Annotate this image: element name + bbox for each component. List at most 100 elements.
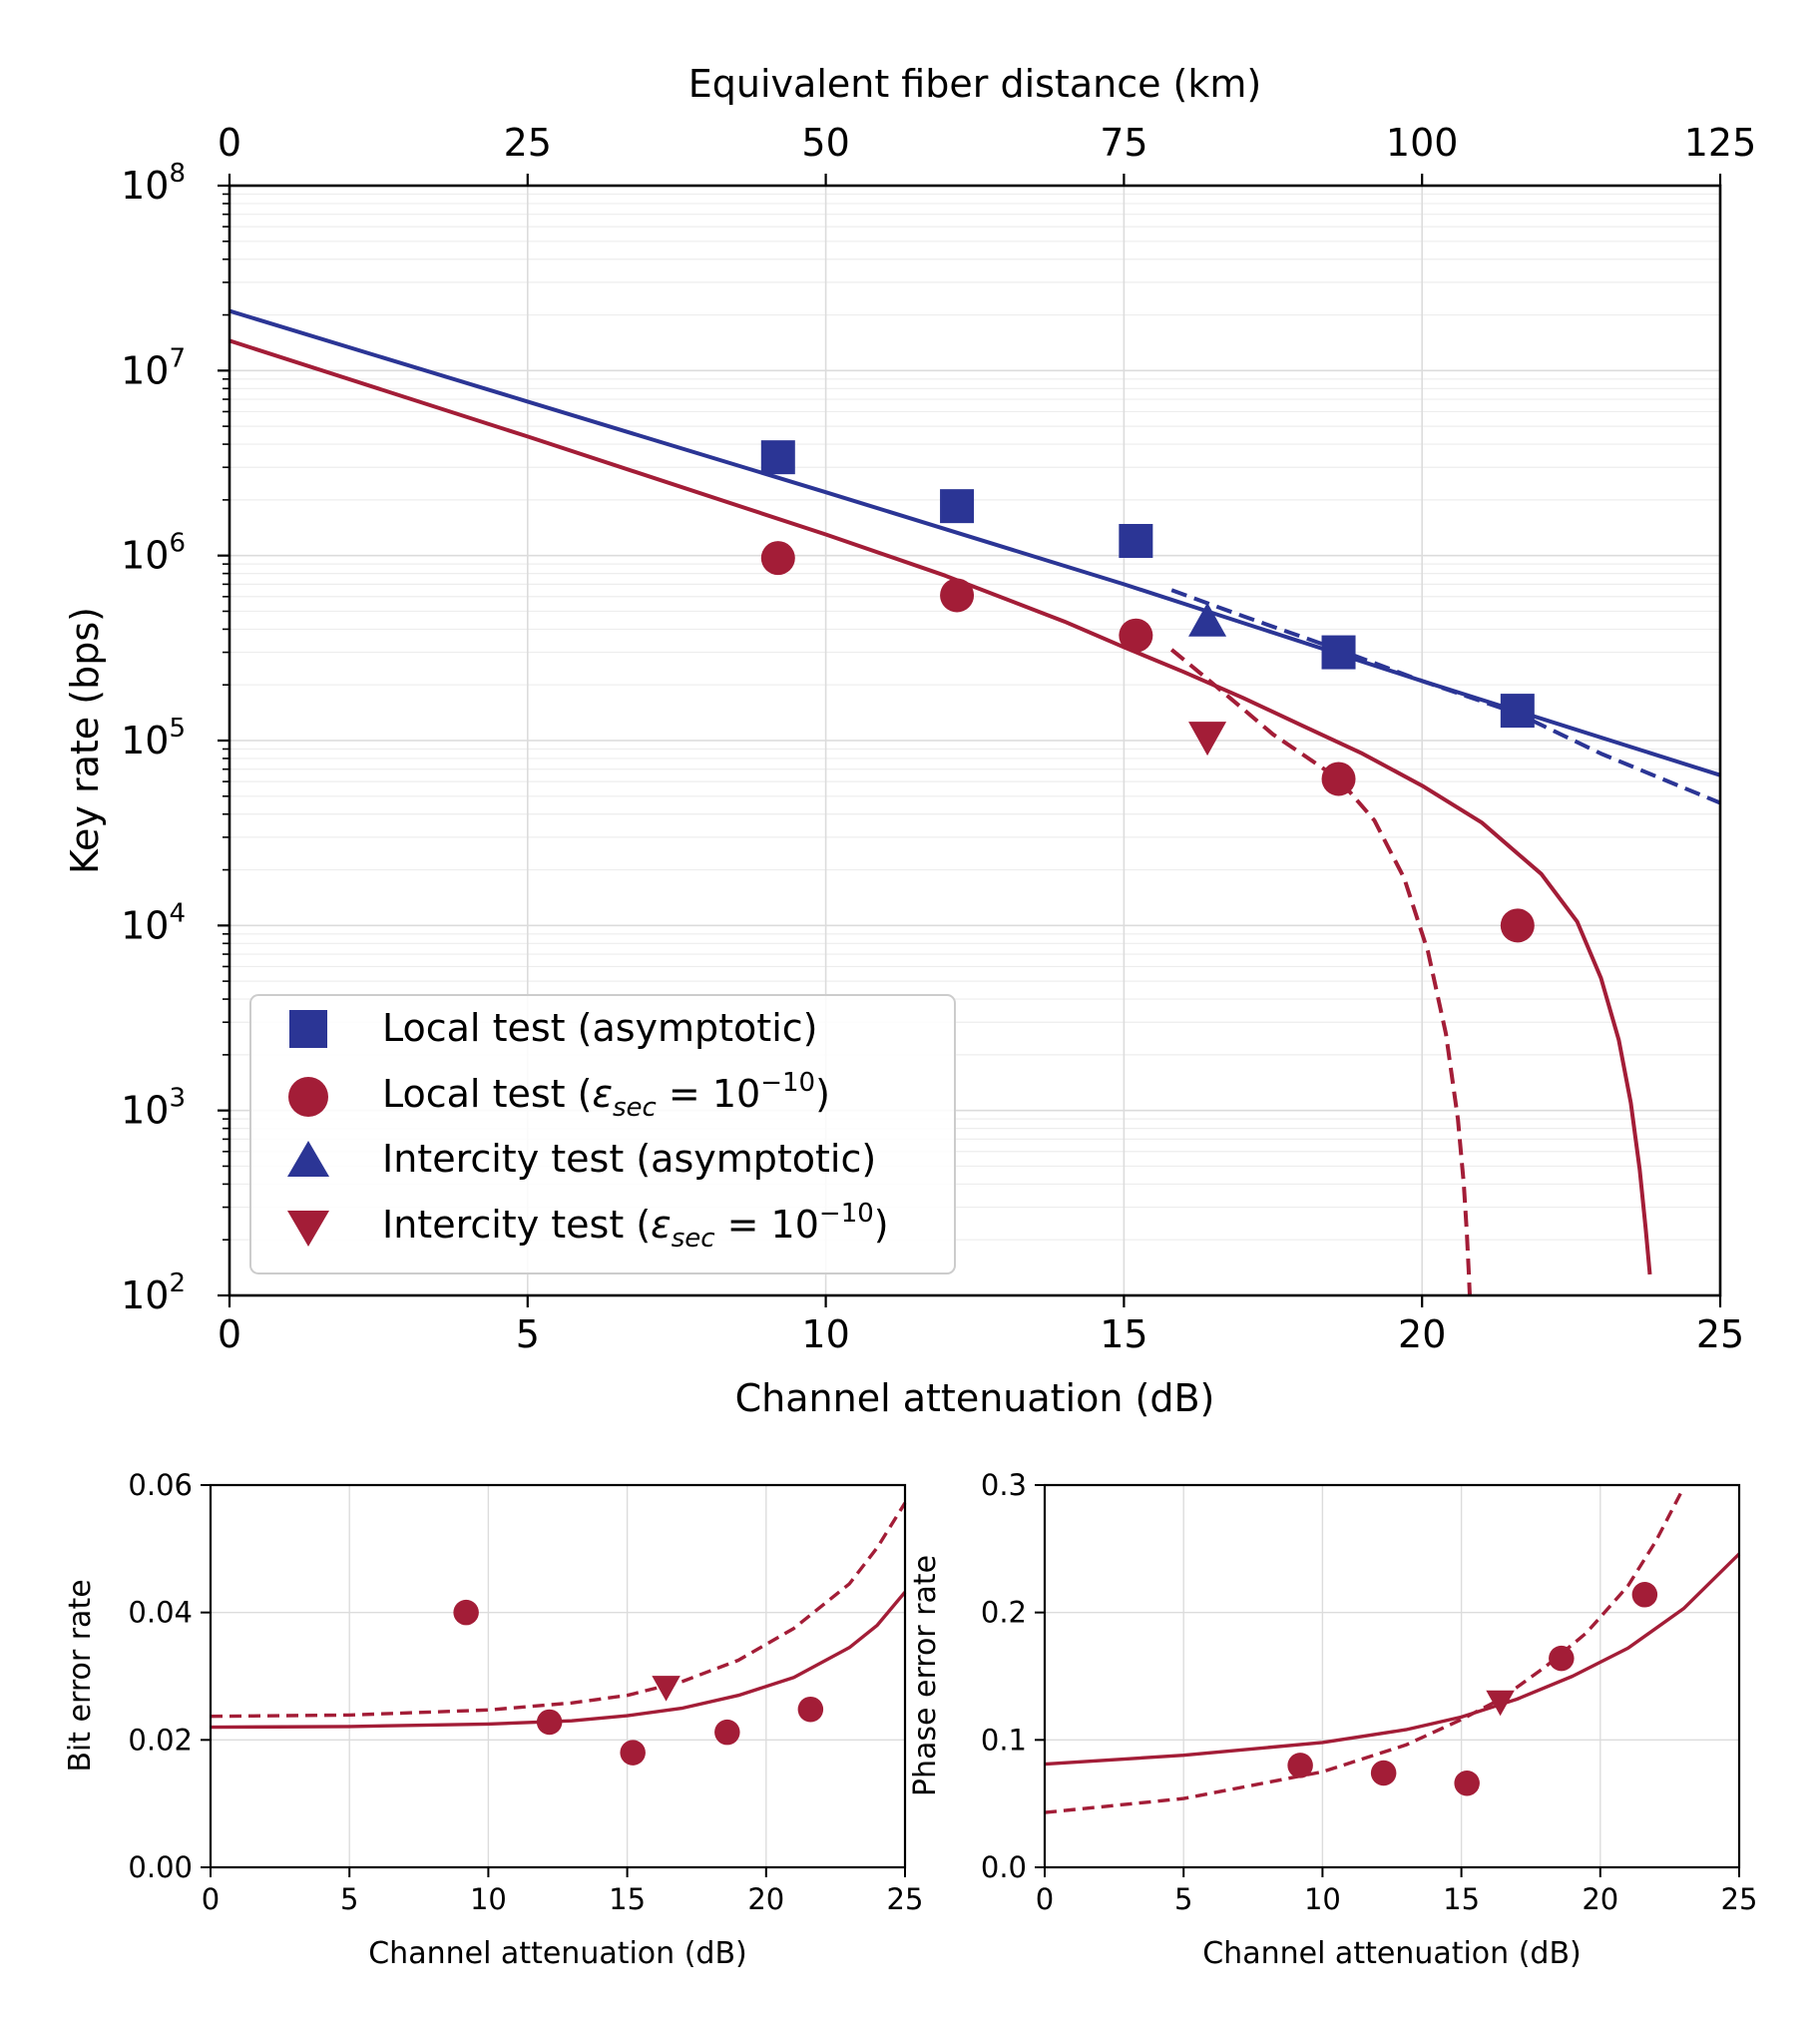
y-tick-label: 0.04 — [128, 1596, 193, 1630]
x-tick-label: 10 — [1304, 1882, 1341, 1916]
x-tick-label: 20 — [747, 1882, 784, 1916]
data-point-ber-circle-1 — [536, 1709, 563, 1736]
x-tick-label: 5 — [1174, 1882, 1192, 1916]
x-tick-label: 5 — [340, 1882, 358, 1916]
top-x-tick-label: 75 — [1100, 121, 1147, 165]
y-tick-label: 105 — [121, 714, 186, 762]
data-point-main-circle-2 — [1119, 618, 1153, 653]
key-rate-xlabel: Channel attenuation (dB) — [735, 1376, 1215, 1420]
data-point-main-circle-4 — [1500, 908, 1535, 943]
data-point-main-square-2 — [1119, 523, 1153, 558]
bit-error-rate-xlabel: Channel attenuation (dB) — [368, 1936, 747, 1971]
x-tick-label: 10 — [470, 1882, 507, 1916]
x-tick-label: 25 — [1696, 1312, 1744, 1356]
data-point-ber-circle-3 — [714, 1719, 740, 1746]
phase-error-rate-ticks: 0 5 10 15 20 25 0.0 0.1 0.2 0.3 — [981, 1468, 1758, 1916]
y-tick-label: 104 — [121, 898, 186, 947]
phase-error-rate-grid — [1044, 1484, 1740, 1868]
phase-error-rate-plot-frame — [1043, 1483, 1741, 1869]
fit-line-ber-3 — [210, 1502, 907, 1719]
y-tick-label: 106 — [121, 529, 186, 578]
fit-line-main-7 — [1169, 648, 1472, 1296]
x-tick-label: 15 — [1100, 1312, 1147, 1356]
data-point-ber-circle-0 — [453, 1599, 479, 1626]
data-point-per-circle-4 — [1631, 1582, 1658, 1608]
bit-error-rate-ylabel: Bit error rate — [63, 1579, 98, 1772]
phase-error-rate-xlabel: Channel attenuation (dB) — [1202, 1936, 1582, 1971]
y-tick-label: 0.1 — [981, 1723, 1027, 1757]
x-tick-label: 20 — [1582, 1882, 1618, 1916]
key-rate-ylabel: Key rate (bps) — [63, 607, 107, 874]
legend-label-intercity-finite: Intercity test (εsec = 10−10) — [382, 1199, 889, 1254]
top-x-tick-label: 50 — [801, 121, 849, 165]
legend-marker-triangle-down — [287, 1211, 329, 1247]
data-point-main-circle-1 — [940, 578, 975, 613]
data-point-ber-circle-2 — [620, 1740, 646, 1766]
y-tick-label: 107 — [121, 343, 186, 392]
data-point-per-circle-2 — [1454, 1770, 1480, 1796]
y-tick-label: 0.02 — [128, 1723, 193, 1757]
data-point-main-square-0 — [760, 440, 795, 475]
bit-error-rate-panel: 0 5 10 15 20 25 0.00 0.02 0.04 0.06 Channel atten… — [63, 1468, 923, 1971]
data-point-main-triangle-down-0 — [1188, 722, 1227, 757]
legend-marker-square — [289, 1010, 327, 1048]
legend-box — [249, 994, 956, 1274]
x-tick-label: 0 — [218, 1312, 241, 1356]
x-tick-label: 10 — [801, 1312, 849, 1356]
phase-error-rate-curves — [1044, 1486, 1741, 1814]
bit-error-rate-grid — [210, 1484, 906, 1868]
phase-error-rate-ylabel: Phase error rate — [908, 1555, 943, 1796]
data-point-ber-triangle-down-0 — [652, 1676, 681, 1702]
fit-line-per-2 — [1044, 1552, 1741, 1767]
x-tick-label: 0 — [1036, 1882, 1054, 1916]
fit-line-per-3 — [1044, 1486, 1685, 1814]
y-tick-label: 0.2 — [981, 1596, 1027, 1630]
key-rate-panel: 102 103 104 105 106 107 108 0 5 10 15 20 25 0 25 50 75 10… — [63, 62, 1756, 1420]
x-tick-label: 0 — [202, 1882, 220, 1916]
phase-error-rate-markers — [1287, 1582, 1658, 1796]
data-point-main-square-4 — [1500, 694, 1535, 729]
bit-error-rate-markers — [453, 1599, 824, 1766]
x-tick-label: 15 — [1443, 1882, 1480, 1916]
top-x-tick-label: 125 — [1684, 121, 1757, 165]
data-point-main-triangle-up-0 — [1188, 602, 1227, 637]
fit-line-ber-2 — [210, 1591, 907, 1730]
y-tick-label: 0.06 — [128, 1468, 193, 1502]
legend-marker-circle — [288, 1077, 328, 1117]
data-point-main-circle-3 — [1321, 761, 1356, 796]
fit-line-main-5 — [1170, 588, 1721, 805]
x-tick-label: 25 — [1721, 1882, 1758, 1916]
legend: Local test (asymptotic) Local test (εsec… — [249, 994, 956, 1274]
x-tick-label: 25 — [887, 1882, 924, 1916]
legend-label-local-finite: Local test (εsec = 10−10) — [382, 1068, 830, 1123]
data-point-per-circle-1 — [1370, 1760, 1397, 1786]
y-tick-label: 0.3 — [981, 1468, 1027, 1502]
data-point-ber-circle-4 — [797, 1696, 824, 1723]
bit-error-rate-ticks: 0 5 10 15 20 25 0.00 0.02 0.04 0.06 — [128, 1468, 923, 1916]
legend-label-local-asymptotic: Local test (asymptotic) — [382, 1006, 817, 1050]
y-tick-label: 0.0 — [981, 1850, 1027, 1884]
key-rate-top-xlabel: Equivalent fiber distance (km) — [688, 62, 1261, 106]
x-tick-label: 15 — [609, 1882, 646, 1916]
legend-marker-triangle-up — [287, 1141, 329, 1177]
x-tick-label: 5 — [516, 1312, 540, 1356]
x-tick-label: 20 — [1398, 1312, 1446, 1356]
data-point-main-square-3 — [1321, 635, 1356, 670]
key-rate-ticks: 102 103 104 105 106 107 108 0 5 10 15 20 25 0 25 50 75 10… — [121, 121, 1756, 1356]
bit-error-rate-plot-frame — [209, 1483, 907, 1869]
top-x-tick-label: 25 — [504, 121, 552, 165]
y-tick-label: 103 — [121, 1084, 186, 1133]
top-x-tick-label: 0 — [218, 121, 241, 165]
bit-error-rate-curves — [210, 1502, 907, 1730]
data-point-per-triangle-down-0 — [1486, 1690, 1515, 1717]
data-point-main-square-1 — [940, 489, 975, 524]
y-tick-label: 0.00 — [128, 1850, 193, 1884]
legend-label-intercity-asymptotic: Intercity test (asymptotic) — [382, 1137, 876, 1181]
key-rate-markers — [760, 440, 1535, 943]
top-x-tick-label: 100 — [1386, 121, 1459, 165]
y-tick-label: 108 — [121, 159, 186, 208]
phase-error-rate-panel: 0 5 10 15 20 25 0.0 0.1 0.2 0.3 Channel attenuati… — [908, 1468, 1757, 1971]
data-point-per-circle-3 — [1549, 1645, 1575, 1672]
data-point-per-circle-0 — [1287, 1753, 1313, 1778]
